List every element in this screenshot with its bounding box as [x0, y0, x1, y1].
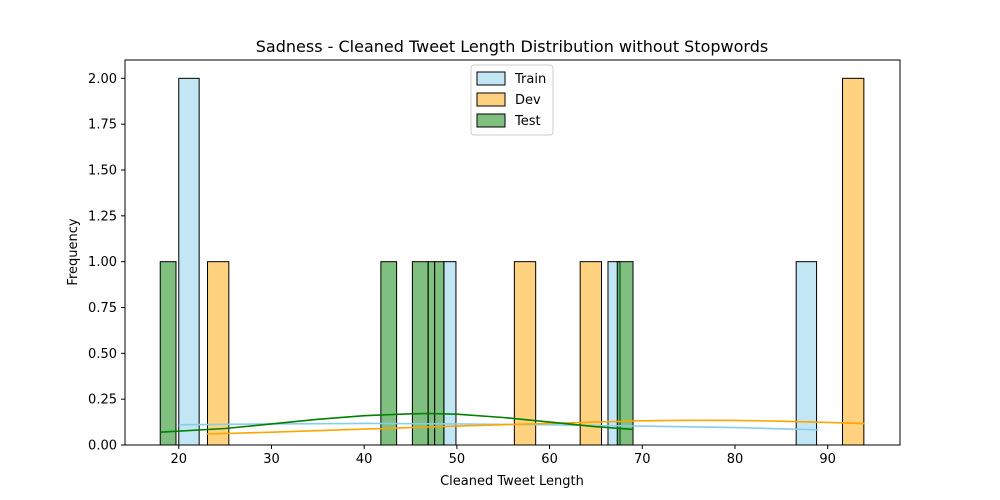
y-tick-label: 0.50: [88, 347, 117, 362]
x-tick-label: 50: [449, 452, 466, 467]
bar-test-1: [380, 261, 398, 446]
x-axis: 20 30 40 50 60 70 80 90: [170, 445, 836, 467]
bar-test-5: [616, 261, 634, 446]
legend-swatch-train: [476, 71, 506, 86]
x-tick-label: 60: [541, 452, 558, 467]
legend-swatch-dev: [476, 92, 506, 107]
kde-line-test: [160, 412, 634, 433]
x-tick-label: 70: [634, 452, 651, 467]
bar-dev-2: [579, 261, 602, 446]
bar-test-3: [427, 261, 436, 446]
bar-test-0: [159, 261, 177, 446]
bar-test-4: [434, 261, 445, 446]
bar-dev-3: [842, 77, 865, 446]
y-tick-label: 0.25: [88, 393, 117, 408]
y-tick-label: 1.00: [88, 255, 117, 270]
y-tick-label: 1.50: [88, 164, 117, 179]
y-tick-label: 2.00: [88, 72, 117, 87]
y-tick-label: 0.75: [88, 301, 117, 316]
bar-dev-1: [513, 261, 537, 446]
x-tick-label: 30: [263, 452, 280, 467]
kde-line-dev: [206, 419, 865, 435]
x-tick-label: 40: [356, 452, 373, 467]
bar-train-3: [795, 261, 818, 446]
bar-test-2: [411, 261, 429, 446]
legend-label-test: Test: [514, 114, 541, 129]
bar-train-0: [178, 77, 200, 446]
plot-frame: [124, 59, 901, 446]
x-tick-label: 90: [819, 452, 836, 467]
x-tick-label: 80: [727, 452, 744, 467]
legend-label-dev: Dev: [515, 93, 541, 108]
bar-dev-0: [207, 261, 230, 446]
bars-layer: [159, 77, 865, 446]
y-axis: 0.00 0.25 0.50 0.75 1.00 1.25 1.50 1.75 2.00: [88, 72, 125, 454]
x-axis-label: Cleaned Tweet Length: [440, 474, 584, 489]
legend-label-train: Train: [514, 72, 546, 87]
y-tick-label: 1.25: [88, 209, 117, 224]
legend-swatch-test: [476, 113, 506, 128]
x-tick-label: 20: [170, 452, 187, 467]
legend: Train Dev Test: [470, 64, 554, 136]
chart-title: Sadness - Cleaned Tweet Length Distribut…: [256, 37, 768, 56]
y-axis-label: Frequency: [66, 218, 81, 285]
bar-train-1: [443, 261, 457, 446]
kde-layer: [160, 412, 865, 435]
y-tick-label: 0.00: [88, 439, 117, 454]
y-tick-label: 1.75: [88, 118, 117, 133]
